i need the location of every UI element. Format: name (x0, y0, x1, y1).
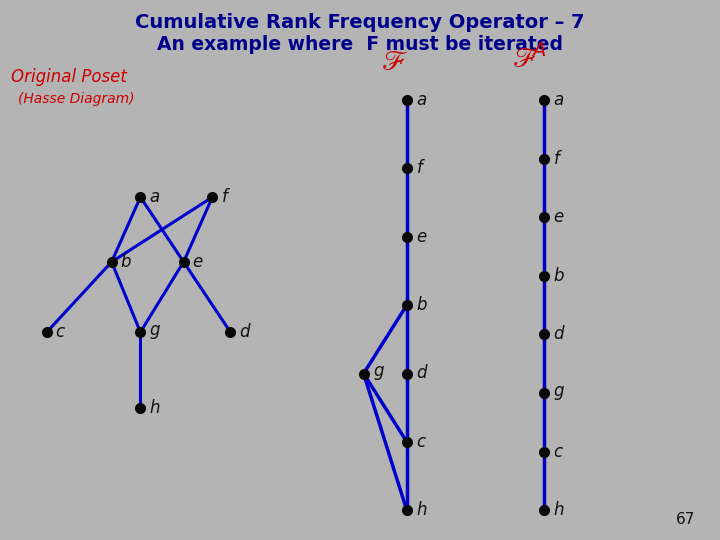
Text: $d$: $d$ (239, 323, 252, 341)
Text: Cumulative Rank Frequency Operator – 7: Cumulative Rank Frequency Operator – 7 (135, 14, 585, 32)
Text: $\mathscr{F}$: $\mathscr{F}$ (381, 48, 408, 76)
Text: $c$: $c$ (553, 443, 564, 461)
Text: $g$: $g$ (373, 364, 385, 382)
Text: $f$: $f$ (221, 188, 231, 206)
Text: $g$: $g$ (149, 323, 161, 341)
Text: $b$: $b$ (120, 253, 132, 271)
Text: (Hasse Diagram): (Hasse Diagram) (18, 92, 135, 106)
Text: $e$: $e$ (192, 253, 204, 271)
Text: $d$: $d$ (416, 364, 429, 382)
Text: $\mathscr{F}^{\!\!A}$: $\mathscr{F}^{\!\!A}$ (512, 44, 546, 75)
Text: $b$: $b$ (553, 267, 564, 285)
Text: $c$: $c$ (55, 323, 66, 341)
Text: $a$: $a$ (416, 91, 427, 109)
Text: $d$: $d$ (553, 326, 566, 343)
Text: $h$: $h$ (553, 501, 564, 519)
Text: $f$: $f$ (416, 159, 426, 177)
Text: $a$: $a$ (553, 91, 564, 109)
Text: $a$: $a$ (149, 188, 160, 206)
Text: $e$: $e$ (416, 228, 428, 246)
Text: Original Poset: Original Poset (11, 68, 127, 85)
Text: $h$: $h$ (149, 399, 161, 417)
Text: $g$: $g$ (553, 384, 565, 402)
Text: $c$: $c$ (416, 433, 427, 451)
Text: An example where  F must be iterated: An example where F must be iterated (157, 35, 563, 54)
Text: 67: 67 (675, 511, 695, 526)
Text: $f$: $f$ (553, 150, 563, 167)
Text: $h$: $h$ (416, 501, 428, 519)
Text: $b$: $b$ (416, 296, 428, 314)
Text: $e$: $e$ (553, 208, 564, 226)
